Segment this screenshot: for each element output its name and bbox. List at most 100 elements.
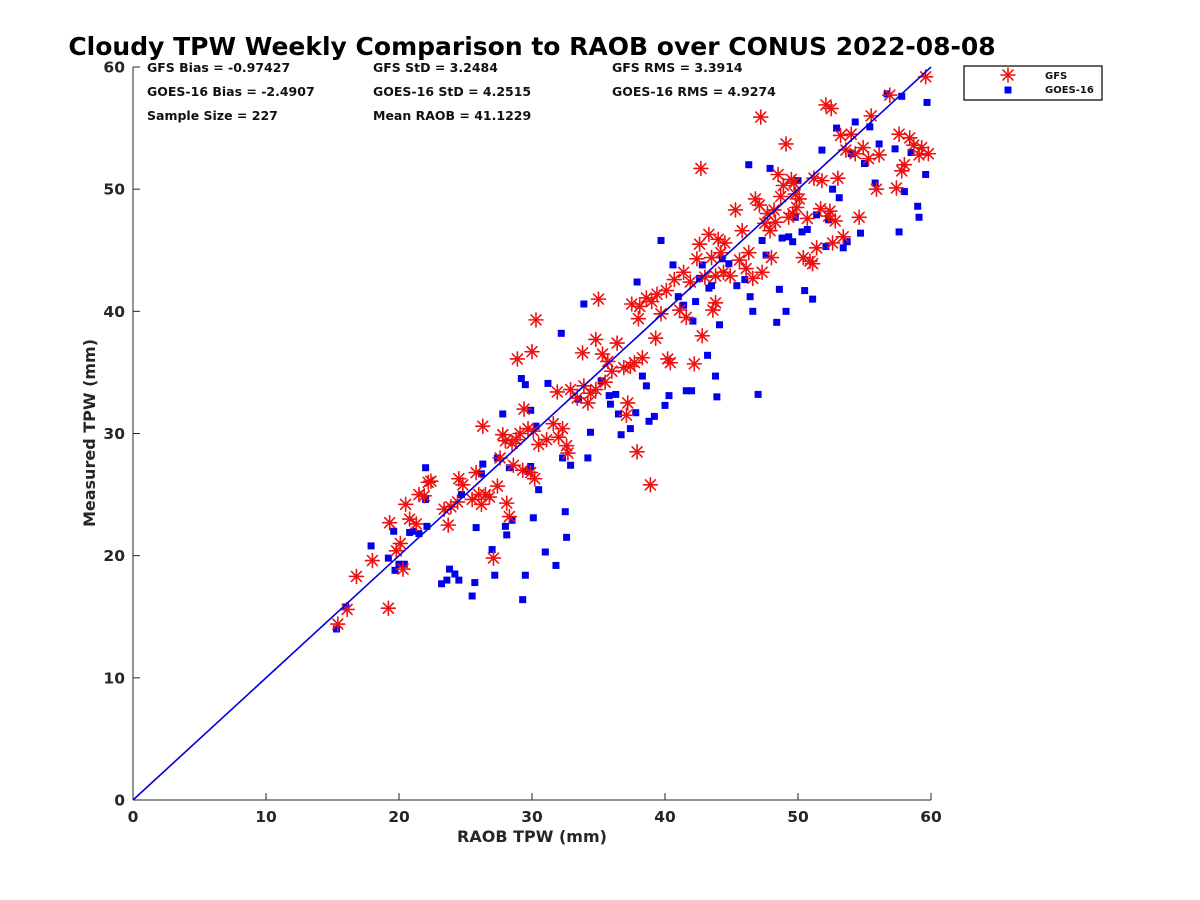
gfs-point <box>619 395 636 411</box>
gfs-point <box>562 381 579 398</box>
goes16-point <box>688 387 696 395</box>
goes16-point <box>835 194 843 202</box>
gfs-point <box>440 517 457 533</box>
goes16-point <box>446 565 454 573</box>
goes16-point <box>505 464 513 472</box>
goes16-point <box>638 372 646 380</box>
x-tick-label: 40 <box>654 808 676 826</box>
gfs-point <box>808 240 825 256</box>
gfs-point <box>528 312 544 328</box>
gfs-point <box>485 550 502 566</box>
goes16-point <box>606 400 614 408</box>
goes16-point <box>390 527 398 535</box>
legend-marker-gfs <box>1000 67 1016 83</box>
goes16-point <box>883 90 891 98</box>
goes16-point <box>519 596 527 604</box>
gfs-point <box>827 213 844 229</box>
goes16-point <box>597 377 605 385</box>
gfs-point <box>693 160 709 177</box>
stat-text: GOES-16 RMS = 4.9274 <box>612 84 776 99</box>
gfs-point <box>512 425 528 442</box>
goes16-point <box>801 287 809 295</box>
gfs-point <box>554 420 571 437</box>
goes16-point <box>410 527 418 535</box>
gfs-point <box>545 415 562 432</box>
goes16-point <box>746 293 754 301</box>
goes16-point <box>605 392 613 400</box>
gfs-point <box>703 249 720 266</box>
goes16-point <box>851 118 859 126</box>
stat-text: GOES-16 StD = 4.2515 <box>373 84 531 99</box>
goes16-point <box>422 464 430 472</box>
goes16-point <box>813 211 821 219</box>
gfs-point <box>881 87 898 103</box>
gfs-point <box>855 139 871 156</box>
gfs-point <box>791 191 808 207</box>
gfs-point <box>634 349 651 366</box>
goes16-point <box>517 375 525 383</box>
goes16-point <box>367 542 375 550</box>
goes16-point <box>749 307 757 315</box>
gfs-point <box>863 108 879 124</box>
stat-text: Mean RAOB = 41.1229 <box>373 108 531 123</box>
gfs-point <box>330 616 346 632</box>
gfs-point <box>538 431 555 448</box>
gfs-point <box>501 508 518 525</box>
gfs-point <box>920 145 937 162</box>
stat-text: GOES-16 Bias = -2.4907 <box>147 84 315 99</box>
gfs-point <box>423 473 439 489</box>
gfs-point <box>560 445 576 461</box>
gfs-point <box>896 156 913 173</box>
gfs-point <box>588 381 604 398</box>
gfs-point <box>751 197 768 213</box>
gfs-point <box>388 542 405 559</box>
goes16-point <box>524 467 532 475</box>
goes16-point <box>698 261 706 269</box>
gfs-point <box>481 489 498 505</box>
goes16-point <box>491 571 499 579</box>
goes16-point <box>682 387 690 395</box>
goes16-point <box>794 177 802 185</box>
gfs-point <box>717 235 733 251</box>
gfs-point <box>497 433 514 449</box>
gfs-point <box>364 552 381 569</box>
gfs-point <box>436 501 453 518</box>
gfs-point <box>754 264 770 281</box>
gfs-point <box>824 235 841 251</box>
goes16-point <box>1004 86 1012 94</box>
goes16-point <box>712 372 720 380</box>
goes16-point <box>866 123 874 131</box>
goes16-point <box>674 293 682 301</box>
gfs-point <box>686 356 703 372</box>
legend-label-goes16: GOES-16 <box>1045 85 1094 96</box>
y-tick-label: 0 <box>114 792 125 810</box>
gfs-point <box>799 210 816 227</box>
gfs-point <box>590 291 607 307</box>
gfs-point <box>707 294 724 311</box>
goes16-point <box>642 382 650 390</box>
gfs-point <box>603 363 620 379</box>
gfs-point <box>647 330 664 347</box>
goes16-point <box>669 261 677 269</box>
goes16-point <box>798 228 806 236</box>
goes16-point <box>725 260 733 268</box>
goes16-point <box>406 528 414 536</box>
goes16-point <box>745 161 753 169</box>
goes16-point <box>521 381 529 389</box>
gfs-point <box>594 346 611 362</box>
goes16-point <box>754 390 762 398</box>
y-tick-label: 50 <box>103 181 125 199</box>
goes16-point <box>857 229 865 237</box>
gfs-point <box>509 351 526 367</box>
x-tick-label: 60 <box>920 808 942 826</box>
goes16-point <box>689 317 697 325</box>
goes16-point <box>822 243 830 251</box>
goes16-point <box>633 278 641 286</box>
y-tick-label: 30 <box>103 425 125 443</box>
gfs-point <box>814 172 830 189</box>
stat-text: Sample Size = 227 <box>147 108 278 123</box>
goes16-point <box>696 274 704 282</box>
gfs-point <box>339 601 355 618</box>
goes16-point <box>384 554 392 562</box>
